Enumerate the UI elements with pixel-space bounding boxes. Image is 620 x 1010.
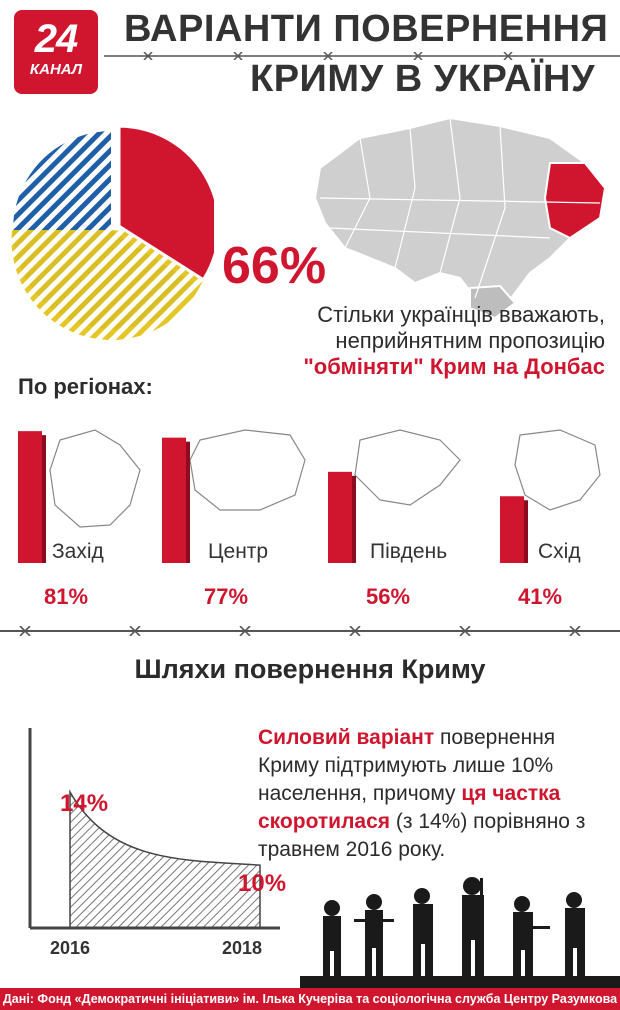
value-label-2018: 10% — [238, 870, 287, 897]
regions-title: По регіонах: — [18, 374, 153, 399]
section-paragraph: Силовий варіант повернення Криму підтрим… — [258, 724, 608, 864]
ukraine-map — [313, 116, 607, 320]
value-label-2016: 14% — [60, 790, 109, 817]
bar-west — [18, 431, 46, 563]
region-value-south: 56% — [366, 584, 411, 609]
section-title: Шляхи повернення Криму — [134, 654, 486, 684]
region-label-west: Захід — [52, 540, 104, 563]
source-footer: Дані: Фонд «Демократичні ініціативи» ім.… — [0, 988, 620, 1010]
map-crimea-region — [469, 284, 517, 320]
x-tick-2018: 2018 — [222, 938, 263, 958]
headline-line1: Стільки українців вважають, — [317, 302, 605, 327]
bar-south-side — [350, 475, 356, 563]
map-ukraine-body — [313, 116, 607, 315]
region-label-center: Центр — [208, 540, 269, 563]
region-value-east: 41% — [518, 584, 563, 609]
region-label-south: Південь — [370, 540, 448, 563]
soldiers-silhouette-image — [300, 877, 620, 988]
logo-number: 24 — [34, 17, 79, 61]
page-title-line1: ВАРІАНТИ ПОВЕРНЕННЯ — [124, 8, 609, 50]
region-map-west — [49, 429, 141, 528]
bar-center — [162, 437, 190, 563]
channel-logo: 24 КАНАЛ — [14, 10, 98, 94]
bar-east-side — [522, 500, 528, 563]
headline-text: Стільки українців вважають, неприйнятним… — [225, 302, 605, 380]
pie-slice-flag-overlay — [11, 230, 212, 340]
headline-line3: "обміняти" Крим на Донбас — [303, 354, 605, 379]
para-text2: (з 14%) порівняно з травнем 2016 року. — [258, 810, 586, 861]
page-title-line2: КРИМУ В УКРАЇНУ — [250, 58, 596, 100]
para-red2: ця частка скоротилася — [258, 782, 561, 833]
map-donbas-region — [543, 162, 607, 240]
region-value-center: 77% — [204, 584, 249, 609]
region-label-east: Схід — [538, 540, 581, 563]
logo-word: КАНАЛ — [29, 61, 83, 78]
headline-percent: 66% — [222, 237, 327, 295]
para-red1: Силовий варіант — [258, 726, 435, 749]
area-series — [69, 789, 261, 929]
region-map-east — [514, 429, 601, 511]
bar-west-front — [18, 431, 42, 563]
bar-center-front — [162, 437, 186, 563]
pie-slice-34 — [117, 124, 214, 282]
regions-bar-chart — [18, 429, 601, 563]
bar-south — [328, 471, 356, 563]
bar-west-side — [40, 435, 46, 563]
barbed-wire-divider — [0, 626, 620, 636]
barbed-wire-top — [104, 52, 620, 60]
bar-south-front — [328, 471, 352, 563]
bar-east — [500, 496, 528, 563]
headline-line2: неприйнятним пропозицію — [335, 328, 605, 353]
bar-east-front — [500, 496, 524, 563]
region-map-south — [354, 429, 461, 506]
region-map-center — [189, 429, 306, 511]
region-maps — [49, 429, 601, 528]
bar-center-side — [184, 441, 190, 563]
x-tick-2016: 2016 — [50, 938, 91, 958]
area-chart — [28, 728, 280, 930]
region-value-west: 81% — [44, 584, 89, 609]
para-text1: повернення Криму підтримують лише 10% на… — [258, 726, 556, 805]
pie-chart — [11, 124, 214, 340]
